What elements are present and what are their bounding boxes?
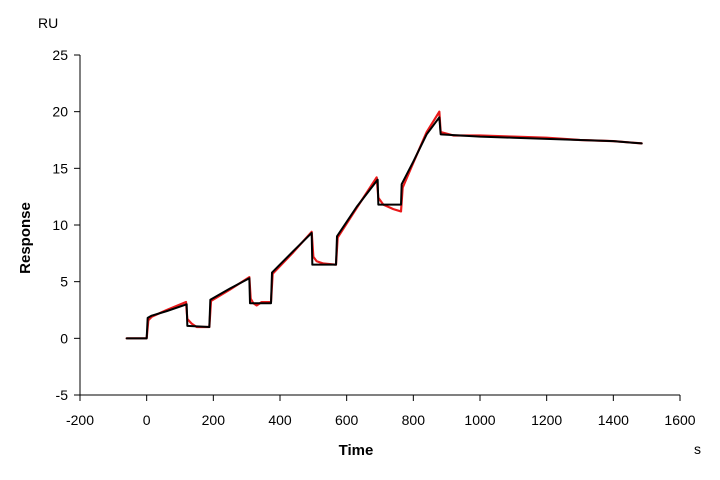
series-layer: [125, 110, 643, 340]
x-tick-label: 1000: [464, 412, 495, 428]
x-tick-label: 200: [202, 412, 226, 428]
x-tick-label: 1400: [598, 412, 629, 428]
y-tick-label: 0: [60, 330, 68, 346]
y-tick-label: -5: [56, 387, 69, 403]
x-tick-label: 1600: [664, 412, 695, 428]
x-axis-title: Time: [339, 442, 374, 459]
measured-series-line: [125, 110, 643, 340]
y-tick-label: 20: [52, 104, 68, 120]
y-tick-label: 5: [60, 274, 68, 290]
y-tick-label: 10: [52, 217, 68, 233]
fitted-series-line: [125, 116, 643, 340]
plot-area: -5 0 5 10 15 20 25 -200 0 200 400 600 800 1000 1200 14…: [52, 47, 695, 428]
x-tick-label: -200: [66, 412, 94, 428]
y-axis-ticks: -5 0 5 10 15 20 25: [52, 47, 80, 403]
x-tick-label: 0: [143, 412, 151, 428]
y-unit-label: RU: [38, 15, 58, 31]
x-tick-label: 800: [402, 412, 426, 428]
y-tick-label: 15: [52, 160, 68, 176]
x-unit-label: s: [694, 441, 701, 457]
y-axis-title: Response: [17, 202, 34, 274]
y-tick-label: 25: [52, 47, 68, 63]
x-axis-ticks: -200 0 200 400 600 800 1000 1200 1400 1600: [66, 395, 696, 428]
x-tick-label: 1200: [531, 412, 562, 428]
x-tick-label: 400: [268, 412, 292, 428]
x-tick-label: 600: [335, 412, 359, 428]
